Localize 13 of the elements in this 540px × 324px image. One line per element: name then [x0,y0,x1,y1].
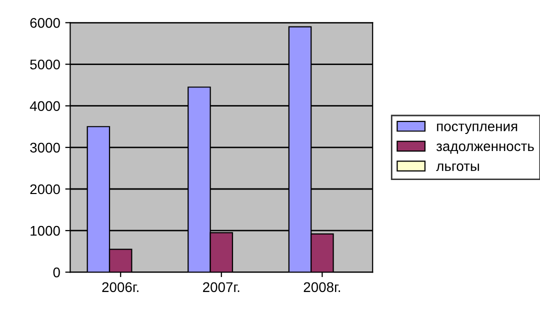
legend-label: поступления [437,124,518,134]
y-tick-label: 0 [53,267,60,278]
legend-label: задолженность [436,144,534,154]
y-tick-label: 1000 [30,226,60,236]
y-tick-label: 4000 [30,101,60,112]
y-tick-label: 3000 [30,142,60,153]
x-tick-label: 2008г. [304,282,340,292]
y-tick-label: 2000 [30,184,60,194]
legend-label: льготы [436,163,479,172]
y-tick-label: 6000 [30,18,60,28]
x-tick-label: 2006г. [102,282,138,292]
x-tick-label: 2007г. [203,282,240,292]
y-tick-label: 5000 [30,60,60,70]
